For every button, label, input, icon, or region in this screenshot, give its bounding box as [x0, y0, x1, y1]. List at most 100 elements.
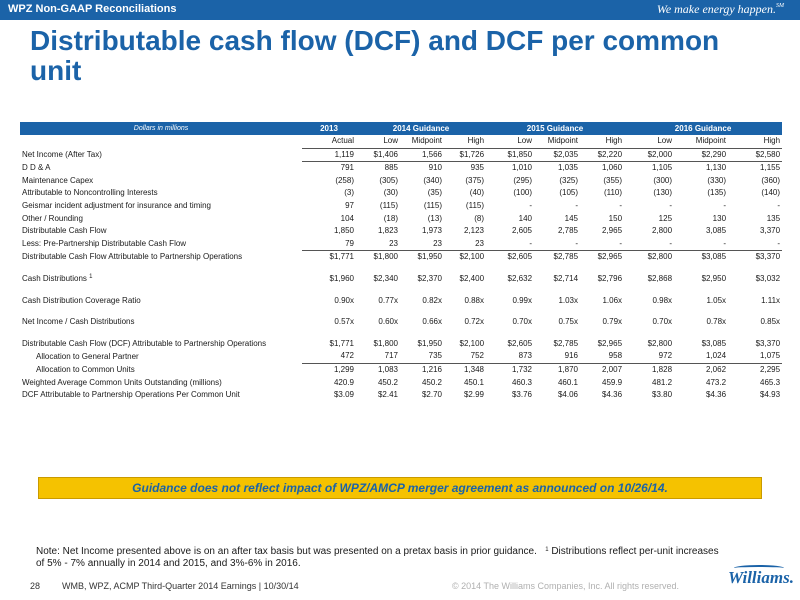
cell-value: (360) — [761, 175, 781, 185]
cell-value: - — [674, 237, 729, 252]
table-row: D D & A 791 885 910 935 1,010 1,035 1,060 1,105 1… — [20, 162, 782, 175]
cell-value: 935 — [470, 163, 485, 173]
row-label: D D & A — [22, 162, 51, 172]
table-row: Allocation to General Partner 472 717 735 75… — [20, 350, 783, 364]
row-label: Less: Pre-Partnership Distributable Cash… — [22, 239, 187, 248]
cell-value: - — [728, 237, 783, 252]
row-label: Attributable to Noncontrolling Interests — [22, 188, 158, 198]
top-bar: WPZ Non-GAAP Reconciliations We make ene… — [0, 0, 800, 20]
cell-value: 1.03x — [558, 295, 579, 305]
cell-value: $1,960 — [329, 273, 354, 283]
footnote-mark: 1 — [545, 547, 549, 553]
service-mark: SM — [776, 3, 784, 9]
table-row: Allocation to Common Units 1,299 1,083 1,21… — [20, 363, 782, 376]
sub-header: Midpoint — [674, 135, 729, 149]
cell-value: 0.90x — [334, 295, 354, 305]
cell-value: - — [669, 200, 673, 210]
table-row: Other / Rounding 104 (18) (13) (8) 140 145 150 1… — [20, 213, 782, 226]
row-label: Net Income (After Tax) — [22, 149, 102, 159]
group-header-2013: 2013 — [302, 122, 356, 135]
cell-value: (100) — [513, 188, 533, 198]
cell-value: $2,340 — [373, 273, 398, 283]
cell-value: 23 — [444, 237, 487, 252]
cell-value: $1,850 — [486, 148, 535, 163]
cell-value: (300) — [653, 175, 673, 185]
cell-value: $2,605 — [507, 338, 533, 348]
cell-value: $4.36 — [706, 390, 727, 400]
cell-value: 2,785 — [557, 226, 579, 236]
footnote: Note: Net Income presented above is on a… — [36, 546, 726, 570]
cell-value: 472 — [302, 350, 356, 364]
row-label: Net Income / Cash Distributions — [22, 317, 135, 327]
cell-value: 791 — [340, 163, 354, 173]
cell-value: $2,632 — [507, 273, 533, 283]
table-row: Cash Distribution Coverage Ratio 0.90x 0.7… — [20, 295, 782, 308]
cell-value: $2,100 — [459, 252, 485, 262]
cell-value: 1,035 — [557, 163, 579, 173]
cell-value: $2,580 — [728, 148, 783, 163]
cell-value: 958 — [580, 350, 625, 364]
cell-value: $2,100 — [459, 338, 485, 348]
cell-value: $2,796 — [597, 273, 623, 283]
cell-value: (340) — [423, 175, 442, 185]
page-title: Distributable cash flow (DCF) and DCF pe… — [30, 25, 720, 86]
cell-value: 916 — [534, 350, 581, 364]
cell-value: (140) — [761, 188, 781, 198]
table-row: Cash Distributions 1 $1,960 $2,340 $2,370 $2… — [20, 273, 782, 286]
table-row: Distributable Cash Flow (DCF) Attributab… — [20, 338, 782, 351]
cell-value: $2,785 — [553, 338, 579, 348]
cell-value: $4.93 — [760, 390, 781, 400]
table-sub-header-row: Actual Low Midpoint High Low Midpoint Hi… — [20, 135, 783, 149]
cell-value: $2.99 — [463, 390, 485, 400]
cell-value: (330) — [707, 175, 727, 185]
cell-value: (3) — [344, 188, 354, 198]
cell-value: 1,075 — [728, 350, 783, 364]
cell-value: - — [619, 200, 623, 210]
row-label: Allocation to Common Units — [36, 364, 135, 374]
cell-value: (40) — [469, 188, 485, 198]
cell-value: 0.57x — [334, 317, 354, 327]
cell-value: - — [575, 200, 579, 210]
cell-value: 2,800 — [652, 226, 673, 236]
cell-value: (305) — [379, 175, 398, 185]
cell-value: 125 — [658, 213, 673, 223]
row-label: Geismar incident adjustment for insuranc… — [22, 200, 211, 210]
cell-value: 145 — [564, 213, 579, 223]
williams-logo: Williams. — [728, 568, 794, 587]
cell-value: 130 — [712, 213, 727, 223]
cell-value: 2,965 — [602, 226, 623, 236]
cell-value: (13) — [427, 213, 442, 223]
cell-value: - — [486, 237, 535, 252]
cell-value: (115) — [423, 200, 442, 210]
cell-value: 1,155 — [760, 163, 781, 173]
cell-value: 1,566 — [400, 148, 444, 163]
row-label: Distributable Cash Flow Attributable to … — [22, 252, 243, 262]
cell-value: 23 — [356, 237, 400, 252]
table-row: Distributable Cash Flow 1,850 1,823 1,973 2,… — [20, 225, 782, 238]
cell-value: 420.9 — [333, 377, 354, 387]
cell-value: 459.9 — [602, 377, 623, 387]
cell-value: 1,130 — [706, 163, 727, 173]
cell-value: $2.41 — [377, 390, 398, 400]
row-label: Distributable Cash Flow (DCF) Attributab… — [22, 338, 267, 348]
cell-value: 0.79x — [602, 317, 623, 327]
table-row: Less: Pre-Partnership Distributable Cash… — [20, 237, 783, 252]
cell-value: 481.2 — [652, 377, 673, 387]
cell-value: (325) — [559, 175, 579, 185]
cell-value: 885 — [384, 163, 398, 173]
section-title: WPZ Non-GAAP Reconciliations — [8, 3, 177, 15]
cell-value: 1,010 — [511, 163, 533, 173]
table-row: Distributable Cash Flow Attributable to … — [20, 251, 782, 264]
cell-value: 2,295 — [760, 364, 781, 374]
cell-value: 104 — [340, 213, 354, 223]
cell-value: (295) — [513, 175, 533, 185]
cell-value: 1,024 — [674, 350, 729, 364]
cell-value: 3,085 — [706, 226, 727, 236]
cell-value: 1,973 — [421, 226, 442, 236]
table-body: Dollars in millions 2013 2014 Guidance 2… — [20, 122, 783, 402]
cell-value: 2,062 — [706, 364, 727, 374]
cell-value: - — [777, 200, 781, 210]
cell-value: - — [529, 200, 533, 210]
cell-value: (258) — [335, 175, 354, 185]
cell-value: 2,123 — [463, 226, 485, 236]
